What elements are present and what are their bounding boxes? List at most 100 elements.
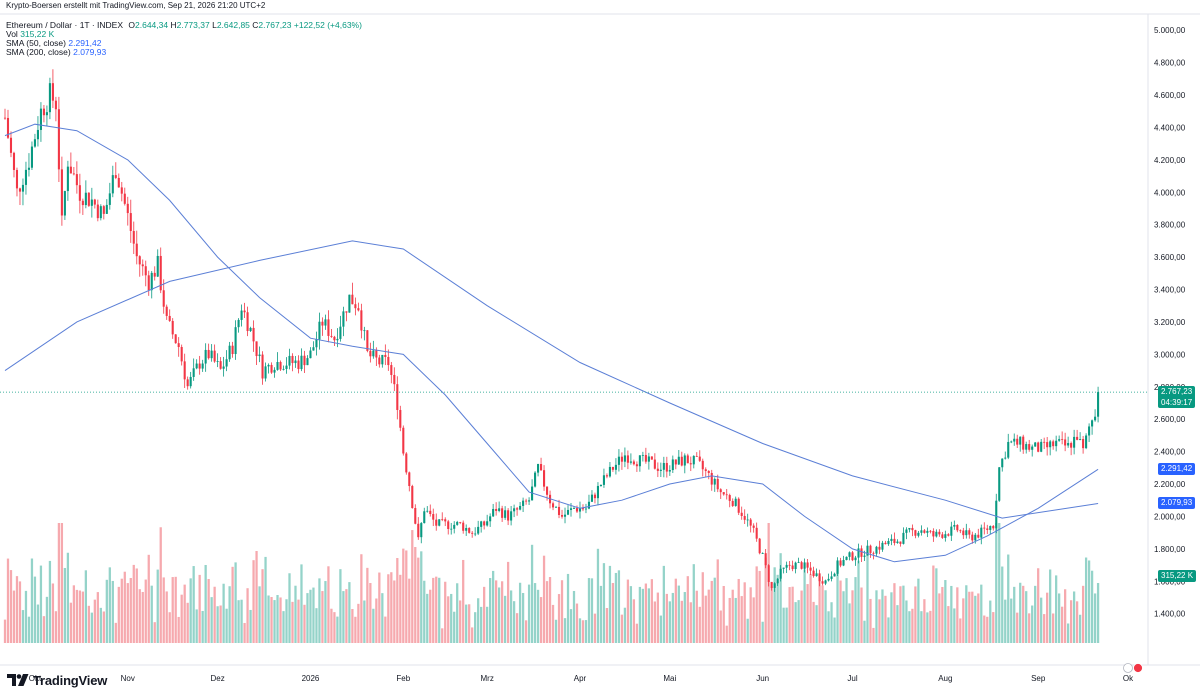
candle-body: [405, 453, 408, 473]
candle-body: [303, 355, 306, 366]
candle-body: [501, 508, 504, 518]
volume-bar: [563, 618, 567, 643]
sma-50-line: [4, 123, 1099, 563]
candle-body: [111, 175, 114, 194]
last-price-value: 2.767,23: [1161, 387, 1193, 397]
candle-body: [704, 469, 707, 472]
volume-bar: [99, 607, 102, 643]
volume-bar: [1075, 601, 1079, 643]
price-axis[interactable]: 1.400,001.600,001.800,002.000,002.200,00…: [1154, 26, 1186, 618]
candle-body: [554, 506, 558, 508]
volume-bar: [108, 567, 111, 643]
candle-body: [537, 464, 540, 473]
price-tick-label: 1.800,00: [1154, 545, 1186, 554]
candle-body: [1001, 458, 1004, 468]
candle-body: [498, 508, 501, 511]
volume-bar: [725, 625, 728, 643]
volume-bar: [174, 576, 177, 643]
candle-body: [438, 519, 441, 526]
volume-bar: [578, 618, 582, 643]
volume-bar: [381, 593, 384, 643]
candle-body: [1052, 441, 1055, 447]
volume-bar: [1049, 569, 1052, 643]
candle-body: [30, 146, 34, 168]
volume-bar: [677, 585, 680, 643]
candle-body: [468, 528, 471, 533]
candle-body: [932, 530, 935, 537]
volume-bar: [905, 600, 908, 643]
volume-bar: [234, 562, 237, 643]
volume-bar: [635, 623, 639, 643]
candle-body: [983, 527, 986, 529]
candle-body: [938, 531, 941, 535]
tradingview-logo[interactable]: TradingView: [7, 670, 107, 690]
volume-bar: [339, 569, 342, 643]
volume-bar: [348, 582, 351, 643]
volume-bar: [695, 590, 698, 643]
candle-body: [6, 117, 10, 138]
candle-body: [815, 573, 818, 577]
volume-bar: [668, 601, 671, 643]
price-tick-label: 2.400,00: [1154, 448, 1186, 457]
candle-body: [767, 565, 770, 582]
candle-body: [812, 570, 815, 577]
time-axis[interactable]: Okt Nov Dez 2026 Feb Mrz Apr Mai Jun Jul Aug Sep Ok: [29, 674, 1134, 683]
volume-bar: [1066, 623, 1070, 643]
volume-bar: [15, 576, 19, 643]
candle-body: [360, 310, 363, 331]
volume-bar: [962, 598, 965, 643]
open-label: O: [128, 20, 135, 30]
volume-bar: [87, 605, 90, 643]
volume-legend: Vol 315,22 K: [6, 29, 54, 39]
volume-bar: [971, 591, 974, 643]
candle-body: [914, 530, 917, 536]
volume-bar: [917, 578, 920, 643]
dividend-marker-icon[interactable]: [1123, 663, 1133, 673]
volume-bar: [686, 576, 689, 643]
volume-bar: [57, 523, 61, 643]
volume-bar: [854, 577, 857, 643]
volume-bar: [201, 610, 204, 643]
volume-bar: [186, 602, 189, 643]
candle-body: [581, 508, 585, 510]
candle-body: [821, 581, 824, 584]
volume-bar: [255, 550, 258, 643]
volume-bar: [96, 592, 99, 643]
candle-body: [312, 347, 315, 351]
flag-marker-icon[interactable]: [1133, 663, 1143, 673]
candle-body: [635, 464, 638, 467]
candle-body: [204, 349, 207, 364]
candle-body: [252, 327, 255, 342]
volume-bar: [614, 572, 618, 643]
volume-bar: [111, 580, 114, 643]
candle-body: [195, 363, 198, 369]
volume-label[interactable]: Vol: [6, 29, 18, 39]
volume-bar: [701, 572, 704, 643]
volume-bar: [653, 601, 656, 643]
time-tick-label: Aug: [938, 674, 952, 683]
symbol-title[interactable]: Ethereum / Dollar · 1T · INDEX: [6, 20, 123, 30]
candle-body: [138, 256, 141, 265]
volume-bar: [120, 578, 123, 643]
volume-bar: [18, 581, 22, 643]
sma-50-label[interactable]: SMA (50, close): [6, 38, 66, 48]
candle-body: [540, 464, 543, 471]
volume-bar: [746, 618, 749, 643]
candle-body: [90, 199, 93, 206]
candle-body: [656, 468, 659, 471]
candle-body: [228, 345, 231, 360]
volume-bar: [500, 581, 504, 643]
candle-body: [695, 456, 698, 457]
candle-body: [1091, 420, 1094, 427]
volume-bar: [683, 592, 686, 643]
candle-body: [1019, 436, 1022, 445]
volume-bar: [560, 580, 564, 643]
candle-body: [210, 350, 213, 359]
candle-body: [135, 243, 138, 257]
candle-body: [1016, 438, 1019, 445]
volume-bar: [198, 574, 201, 643]
candle-body: [809, 567, 812, 571]
sma-200-label[interactable]: SMA (200, close): [6, 47, 71, 57]
candle-body: [620, 456, 623, 462]
